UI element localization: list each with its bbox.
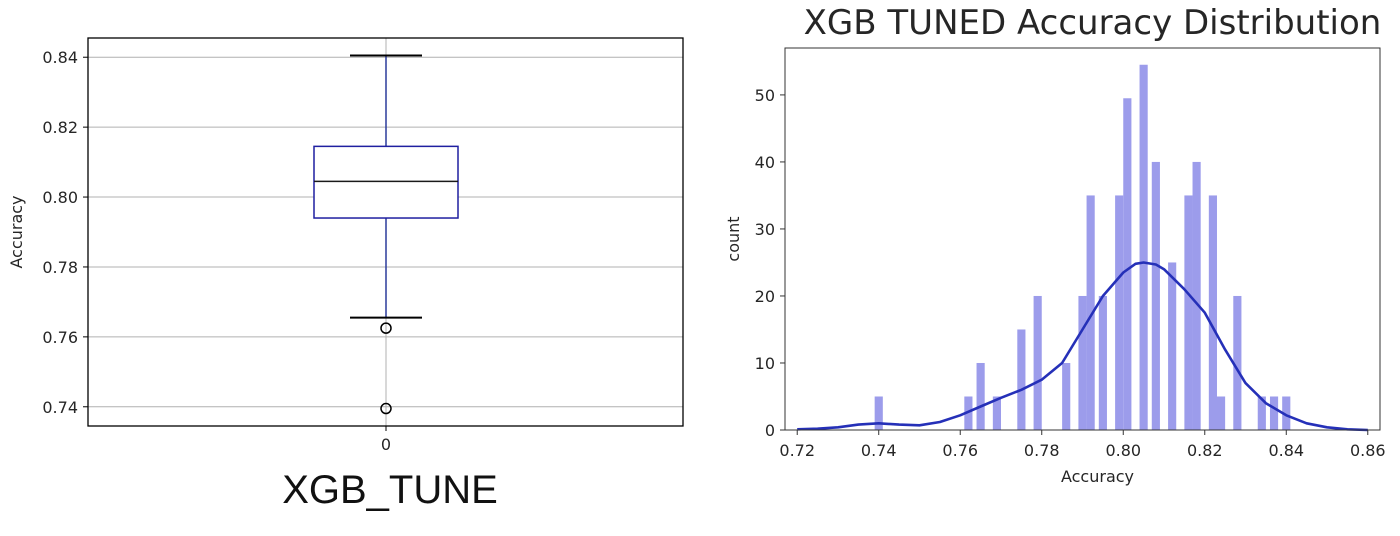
iqr-box	[313, 145, 459, 219]
histogram-bar	[1282, 396, 1291, 430]
y-tick-label: 0.74	[42, 398, 78, 417]
y-tick-label: 20	[755, 287, 775, 306]
x-tick-label: 0	[381, 435, 391, 454]
x-tick-label: 0.72	[779, 441, 815, 460]
y-tick-label: 0.76	[42, 328, 78, 347]
y-tick-label: 0.78	[42, 258, 78, 277]
y-tick-label: 0	[765, 421, 775, 440]
x-tick-label: 0.76	[942, 441, 978, 460]
y-axis-label: Accuracy	[7, 195, 26, 268]
x-tick-label: 0.74	[861, 441, 897, 460]
histogram-bar	[1257, 396, 1266, 430]
kde-curve	[797, 261, 1368, 432]
histogram-bar	[1192, 161, 1201, 431]
histogram-bar	[1098, 295, 1107, 430]
histogram-bar	[1233, 295, 1242, 430]
histogram-panel: XGB TUNED Accuracy Distribution 0 10 20 30 40…	[715, 0, 1400, 500]
x-tick-label: 0.78	[1024, 441, 1060, 460]
outlier-point	[380, 322, 392, 334]
histogram-bar	[1033, 295, 1042, 430]
histogram-bar	[1017, 329, 1026, 430]
histogram-bar	[1086, 195, 1095, 430]
histogram-bar	[1123, 98, 1132, 431]
histogram-bar	[992, 396, 1001, 430]
histogram-bar	[1078, 295, 1087, 430]
histogram-bar	[1184, 195, 1193, 430]
histogram-bar	[964, 396, 973, 430]
x-tick-label: 0.84	[1268, 441, 1304, 460]
histogram-bar	[874, 396, 883, 430]
histogram-bar	[976, 362, 985, 430]
box-plot-panel: 0.74 0.76 0.78 0.80 0.82 0.84 0 Accuracy	[0, 0, 700, 532]
y-tick-label: 0.80	[42, 188, 78, 207]
y-tick-label: 10	[755, 354, 775, 373]
y-tick-label: 0.82	[42, 118, 78, 137]
y-tick-label: 50	[755, 86, 775, 105]
histogram-bar	[1168, 262, 1177, 430]
y-tick-label: 0.84	[42, 48, 78, 67]
box-plot-svg: 0.74 0.76 0.78 0.80 0.82 0.84 0 Accuracy	[7, 37, 684, 454]
plot-frame	[784, 47, 1381, 431]
model-caption: XGB_TUNE	[282, 468, 498, 512]
y-tick-label: 40	[755, 153, 775, 172]
x-tick-label: 0.82	[1187, 441, 1223, 460]
histogram-bar	[1269, 396, 1279, 430]
y-axis-label: count	[724, 216, 743, 261]
x-tick-label: 0.86	[1350, 441, 1386, 460]
histogram-bar	[1115, 195, 1124, 430]
y-tick-label: 30	[755, 220, 775, 239]
histogram-bar	[1208, 195, 1217, 430]
histogram-svg: XGB TUNED Accuracy Distribution 0 10 20 30 40…	[724, 3, 1386, 486]
histogram-bar	[1062, 362, 1071, 430]
histogram-bar	[1216, 396, 1226, 430]
x-tick-label: 0.80	[1105, 441, 1141, 460]
chart-title: XGB TUNED Accuracy Distribution	[804, 3, 1382, 43]
histogram-bar	[1151, 161, 1160, 431]
outlier-point	[380, 402, 392, 415]
histogram-bar	[1139, 64, 1148, 430]
x-axis-label: Accuracy	[1061, 467, 1134, 486]
